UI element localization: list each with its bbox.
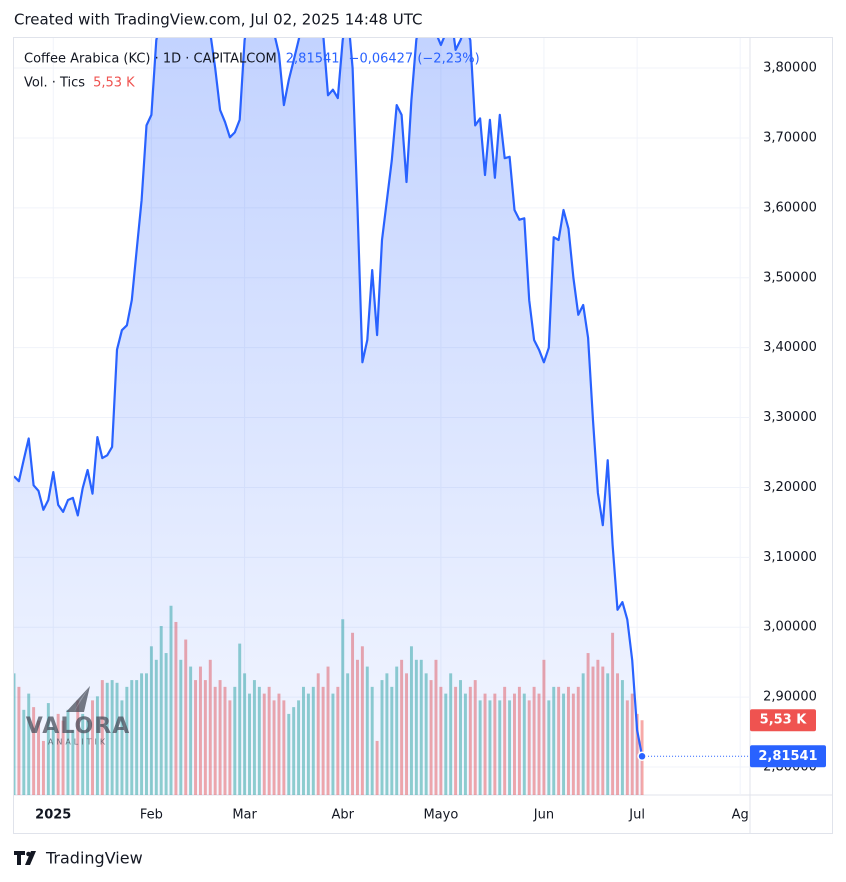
y-tick-label: 2,90000 [763,690,817,705]
y-tick-label: 3,30000 [763,410,817,425]
y-tick-label: 3,80000 [763,61,817,76]
legend-change: −0,06427 (−2,23%) [349,52,480,67]
y-tick-label: 3,20000 [763,480,817,495]
footer-logo [14,851,36,865]
legend-price: 2,81541 [286,52,340,67]
header-title: Created with TradingView.com, Jul 02, 20… [14,11,422,29]
legend: Coffee Arabica (KC) · 1D · CAPITALCOM 2,… [24,52,480,91]
x-tick-label: Ag [732,808,749,823]
y-tick-label: 3,40000 [763,340,817,355]
price-area [14,38,643,795]
x-tick-label: Mar [232,808,257,823]
watermark-name: VALORA [26,714,130,739]
x-tick-label: Mayo [423,808,458,823]
volume-badge-label: 5,53 K [760,713,808,728]
y-tick-label: 3,70000 [763,130,817,145]
last-price-dot [637,751,647,762]
y-tick-label: 3,10000 [763,550,817,565]
watermark-sub: ANALITIK [48,738,108,747]
footer-brand: TradingView [45,849,143,868]
legend-volume: 5,53 K [93,76,135,91]
legend-volume-name: Vol. · Tics [24,76,85,91]
volume-badge [750,709,816,732]
x-tick-label: 2025 [35,808,71,823]
x-tick-label: Feb [140,808,163,823]
watermark: VALORA ANALITIK [26,686,130,747]
price-layer [14,38,644,795]
legend-symbol: Coffee Arabica (KC) · 1D · CAPITALCOM [24,52,277,67]
frame [13,37,833,834]
x-tick-label: Abr [331,808,354,823]
x-tick-label: Jul [628,808,645,823]
price-badge [750,745,826,768]
y-tick-label: 3,60000 [763,200,817,215]
y-tick-label: 3,50000 [763,270,817,285]
y-tick-label: 3,00000 [763,620,817,635]
x-tick-label: Jun [533,808,554,823]
price-badge-label: 2,81541 [758,749,817,764]
price-line [14,38,644,757]
